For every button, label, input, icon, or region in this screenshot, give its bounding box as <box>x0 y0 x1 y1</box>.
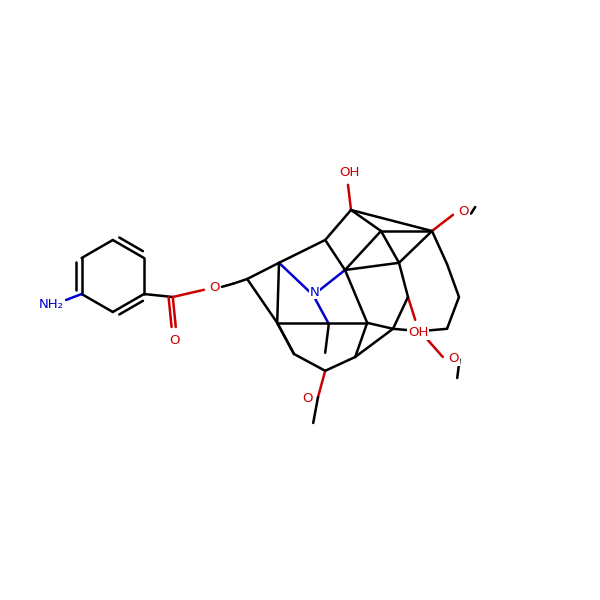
Text: N: N <box>310 286 319 299</box>
Text: O: O <box>448 352 459 365</box>
Text: O: O <box>458 205 469 218</box>
Text: OH: OH <box>408 326 428 340</box>
Text: O: O <box>302 392 313 405</box>
Text: O: O <box>209 281 220 294</box>
Text: O: O <box>169 334 180 347</box>
Text: OH: OH <box>339 166 359 179</box>
Text: NH₂: NH₂ <box>39 298 64 311</box>
